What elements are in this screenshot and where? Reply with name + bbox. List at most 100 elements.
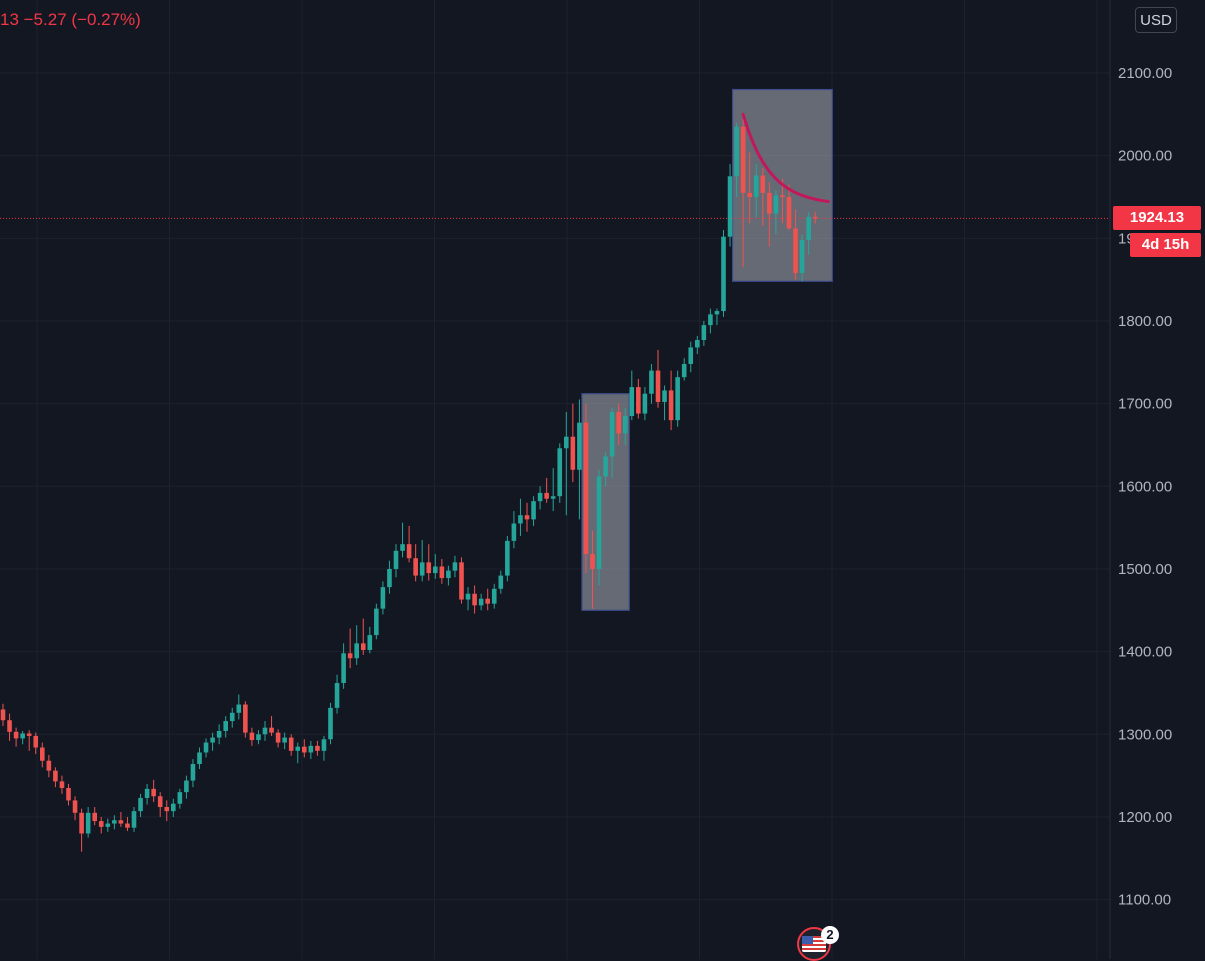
candle-body: [446, 570, 451, 579]
candle-body: [236, 704, 242, 713]
candle-body: [171, 803, 176, 812]
candle: [596, 469, 602, 586]
candle-body: [419, 562, 425, 576]
candle-body: [105, 823, 111, 827]
candle: [537, 486, 543, 510]
candle-body: [249, 732, 255, 741]
candle-body: [92, 812, 97, 822]
candle-body: [649, 370, 654, 394]
candle: [577, 399, 582, 520]
candle: [164, 800, 170, 822]
candle-body: [112, 820, 117, 824]
candle-body: [760, 175, 766, 193]
candle: [465, 587, 471, 611]
candle: [505, 535, 510, 582]
candle: [184, 775, 189, 799]
candle-body: [773, 195, 779, 214]
candle-body: [118, 820, 124, 824]
candle: [59, 775, 65, 794]
candle: [472, 585, 477, 614]
candle-body: [564, 436, 569, 449]
candle: [46, 754, 52, 778]
currency-button[interactable]: USD: [1135, 7, 1177, 33]
candle: [701, 320, 707, 346]
candle-body: [229, 712, 235, 722]
candle: [767, 182, 772, 247]
candle: [334, 674, 340, 714]
candle: [426, 544, 432, 581]
candle-body: [740, 126, 746, 193]
candle-body: [282, 737, 287, 743]
candle: [695, 335, 700, 355]
candle: [662, 385, 667, 421]
candle-body: [125, 823, 130, 828]
candle-body: [452, 562, 458, 571]
candle: [609, 407, 615, 479]
candle-body: [302, 746, 307, 753]
candle-body: [315, 745, 320, 751]
candle: [753, 163, 759, 218]
candle-body: [433, 566, 438, 574]
candle: [216, 724, 222, 745]
candle: [439, 559, 445, 584]
candle: [79, 808, 84, 852]
candle-body: [747, 192, 752, 197]
candle-body: [72, 800, 78, 813]
candle-body: [629, 387, 635, 417]
candle-body: [184, 780, 189, 793]
candle: [223, 716, 228, 738]
candle: [740, 115, 746, 268]
price-tick-label: 2100.00: [1118, 65, 1172, 82]
candle-body: [354, 643, 359, 659]
candle-body: [439, 566, 445, 579]
candle-body: [210, 737, 215, 743]
candle-body: [262, 727, 268, 735]
candle: [773, 190, 779, 235]
candle-body: [701, 325, 707, 340]
candle: [302, 739, 307, 758]
candle-body: [13, 731, 19, 739]
us-flag-canton: [802, 936, 813, 944]
candle-body: [157, 796, 163, 808]
candle: [550, 468, 556, 512]
candle: [203, 738, 209, 758]
candle: [360, 618, 366, 655]
candle-body: [609, 411, 615, 457]
candle-body: [806, 216, 811, 240]
candle-body: [269, 727, 274, 733]
candle: [452, 555, 458, 578]
candle: [433, 554, 438, 579]
candle: [315, 740, 320, 756]
candle-body: [590, 554, 595, 569]
candle: [26, 730, 32, 751]
price-tick-label: 1800.00: [1118, 313, 1172, 330]
candle: [269, 716, 274, 736]
candle-body: [753, 175, 759, 197]
candle-body: [33, 735, 39, 748]
candle-body: [360, 643, 366, 650]
candle-body: [662, 390, 667, 402]
candle-body: [79, 812, 84, 834]
candle: [603, 451, 608, 487]
candle: [347, 628, 353, 669]
bar-countdown-label: 4d 15h: [1130, 233, 1201, 257]
candle: [40, 742, 45, 768]
event-count-badge: 2: [821, 926, 839, 944]
candle-body: [812, 216, 818, 219]
candle: [374, 603, 379, 640]
candle: [799, 234, 805, 282]
candle-body: [721, 236, 726, 312]
candle: [275, 729, 281, 748]
candle: [393, 544, 399, 578]
candle: [7, 713, 12, 741]
candle-body: [708, 314, 713, 326]
candle-body: [570, 436, 576, 470]
candle-body: [0, 709, 6, 721]
candle-body: [256, 734, 261, 741]
candle-body: [655, 370, 661, 402]
candle-body: [341, 653, 346, 684]
price-tick-label: 1600.00: [1118, 478, 1172, 495]
candle-body: [767, 192, 772, 214]
price-tick-label: 1100.00: [1118, 892, 1171, 909]
